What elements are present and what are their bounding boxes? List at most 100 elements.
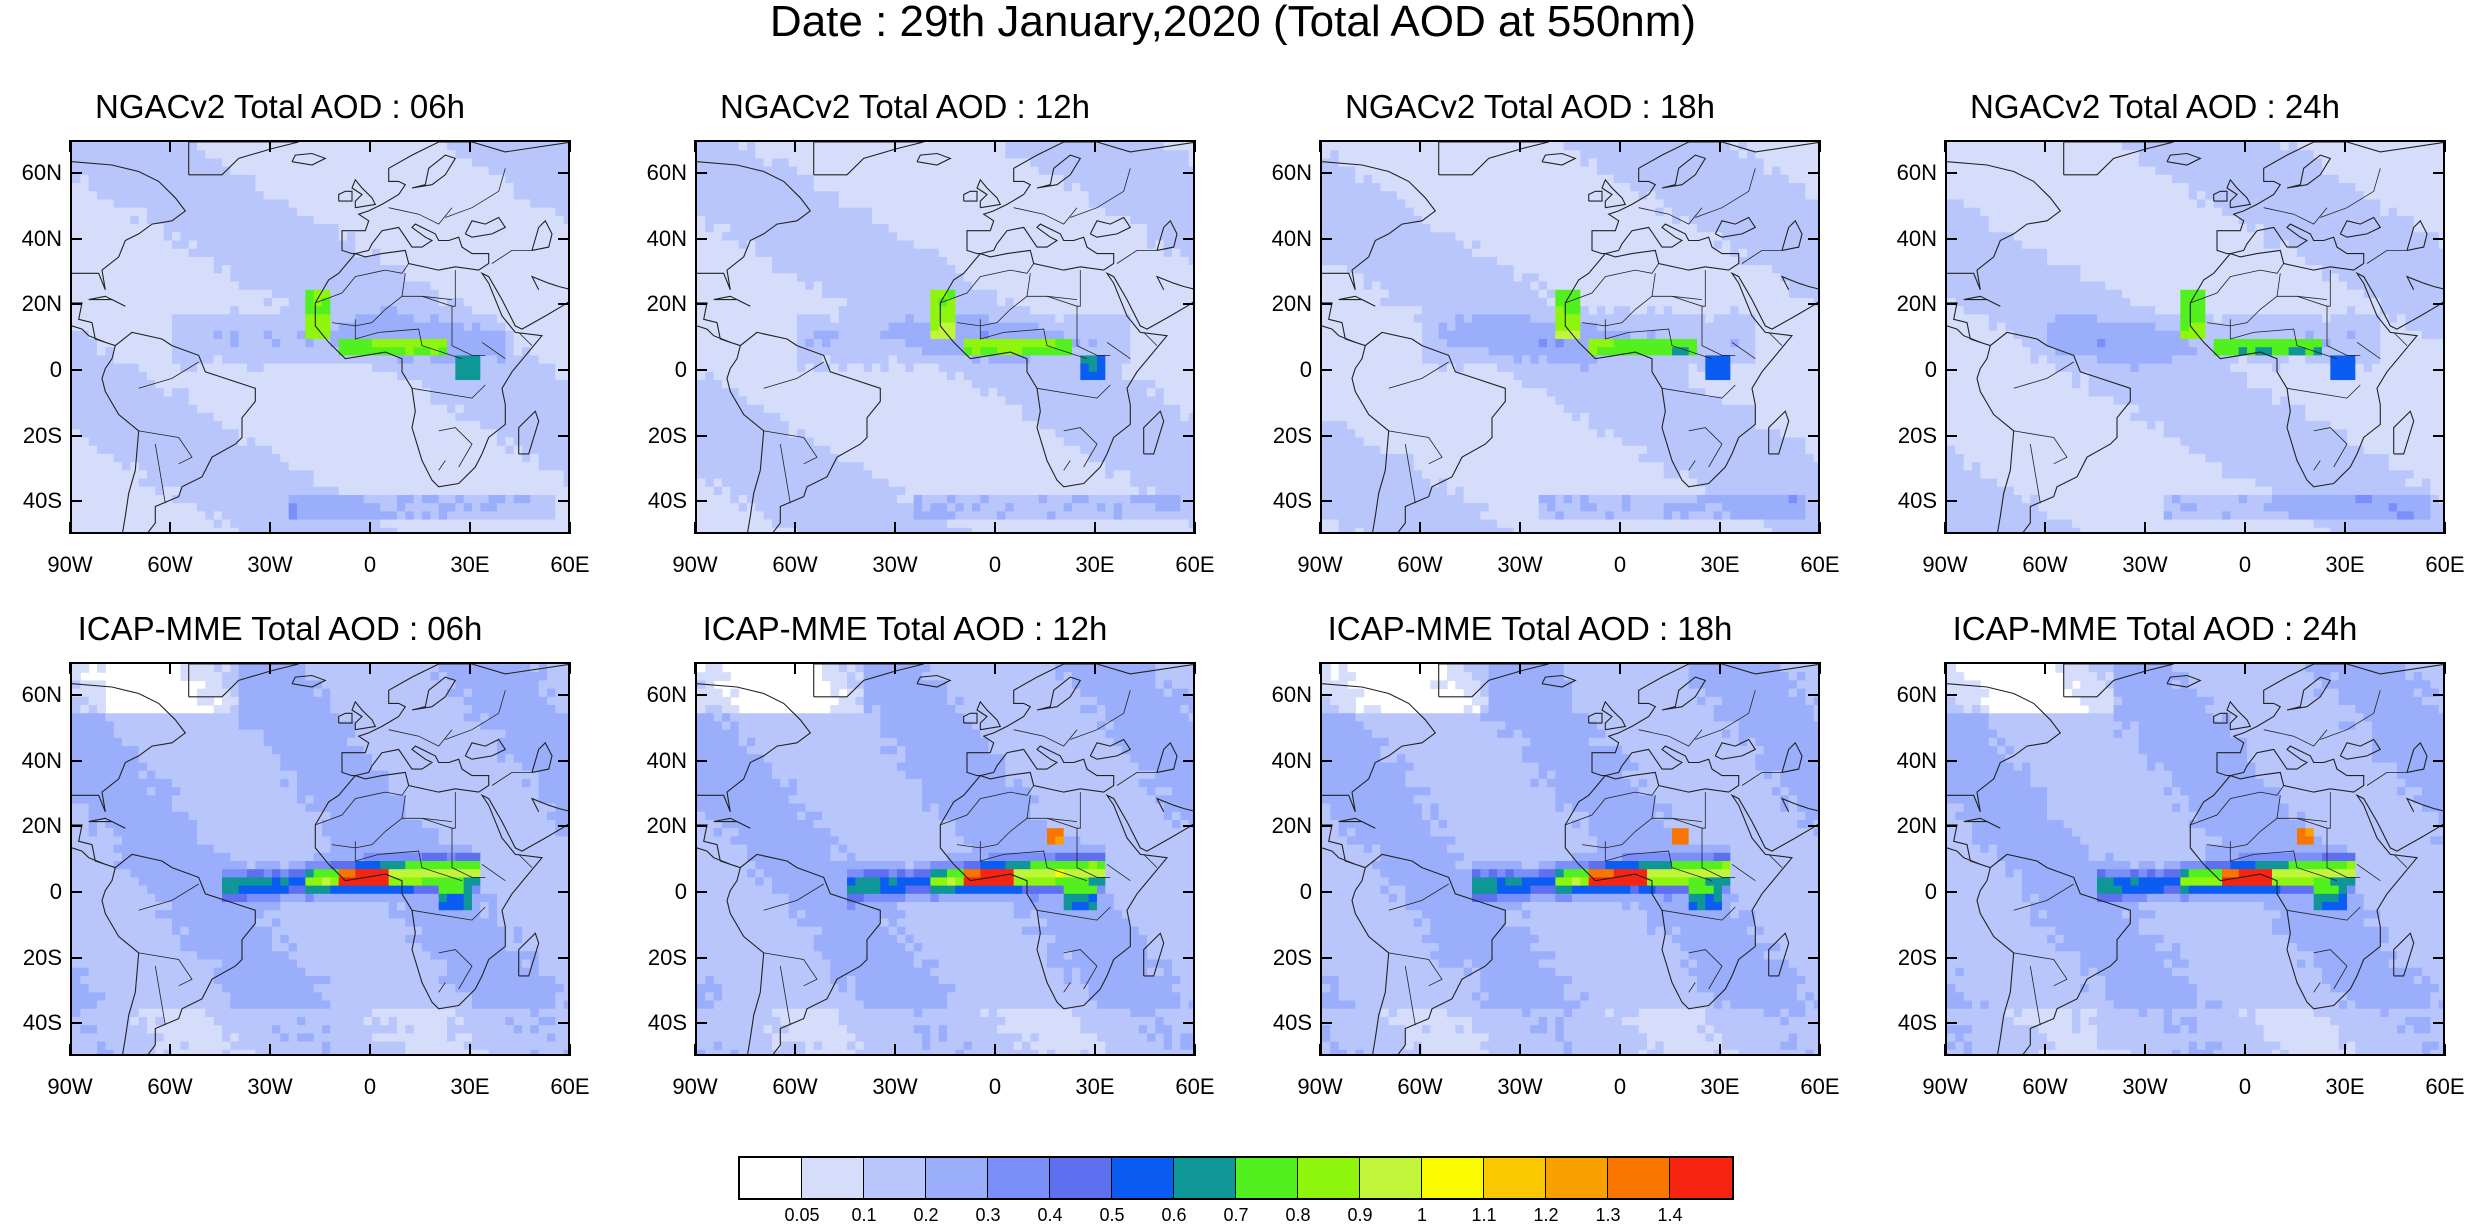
aod-grid-cell bbox=[839, 183, 848, 192]
aod-grid-cell bbox=[97, 438, 106, 447]
aod-grid-cell bbox=[514, 347, 523, 356]
aod-grid-cell bbox=[180, 290, 189, 299]
aod-grid-cell bbox=[389, 405, 398, 414]
aod-grid-cell bbox=[122, 273, 131, 282]
aod-grid-cell bbox=[289, 339, 298, 348]
aod-grid-cell bbox=[314, 405, 323, 414]
aod-grid-cell bbox=[155, 495, 164, 504]
aod-grid-cell bbox=[464, 462, 473, 471]
aod-grid-cell bbox=[739, 380, 748, 389]
aod-grid-cell bbox=[1164, 265, 1173, 274]
aod-grid-cell bbox=[780, 150, 789, 159]
aod-grid-cell bbox=[472, 372, 481, 381]
aod-grid-cell bbox=[280, 413, 289, 422]
aod-grid-cell bbox=[480, 331, 489, 340]
aod-grid-cell bbox=[239, 257, 248, 266]
aod-grid-cell bbox=[1064, 232, 1073, 241]
aod-grid-cell bbox=[89, 495, 98, 504]
aod-grid-cell bbox=[972, 298, 981, 307]
aod-grid-cell bbox=[1030, 199, 1039, 208]
aod-grid-cell bbox=[405, 479, 414, 488]
aod-grid-cell bbox=[1080, 175, 1089, 184]
aod-grid-cell bbox=[464, 273, 473, 282]
aod-grid-cell bbox=[447, 191, 456, 200]
aod-grid-cell bbox=[1014, 413, 1023, 422]
aod-grid-cell bbox=[164, 388, 173, 397]
aod-grid-cell bbox=[905, 331, 914, 340]
aod-grid-cell bbox=[747, 396, 756, 405]
aod-grid-cell bbox=[205, 347, 214, 356]
aod-grid-cell bbox=[1022, 216, 1031, 225]
aod-grid-cell bbox=[214, 314, 223, 323]
aod-grid-cell bbox=[355, 487, 364, 496]
aod-grid-cell bbox=[1130, 208, 1139, 217]
aod-grid-cell bbox=[197, 462, 206, 471]
aod-grid-cell bbox=[522, 520, 531, 529]
aod-grid-cell bbox=[180, 421, 189, 430]
aod-grid-cell bbox=[905, 323, 914, 332]
aod-grid-cell bbox=[964, 208, 973, 217]
aod-grid-cell bbox=[255, 454, 264, 463]
aod-grid-cell bbox=[955, 314, 964, 323]
aod-grid-cell bbox=[1072, 216, 1081, 225]
aod-grid-cell bbox=[1139, 224, 1148, 233]
aod-grid-cell bbox=[522, 396, 531, 405]
aod-grid-cell bbox=[389, 142, 398, 151]
aod-grid-cell bbox=[405, 528, 414, 534]
aod-grid-cell bbox=[789, 364, 798, 373]
aod-grid-cell bbox=[964, 249, 973, 258]
aod-grid-cell bbox=[172, 241, 181, 250]
aod-grid-cell bbox=[1180, 405, 1189, 414]
aod-grid-cell bbox=[430, 470, 439, 479]
aod-grid-cell bbox=[297, 347, 306, 356]
aod-grid-cell bbox=[1005, 388, 1014, 397]
aod-grid-cell bbox=[514, 413, 523, 422]
aod-grid-cell bbox=[422, 364, 431, 373]
aod-grid-cell bbox=[322, 511, 331, 520]
aod-grid-cell bbox=[147, 224, 156, 233]
aod-grid-cell bbox=[214, 438, 223, 447]
aod-grid-cell bbox=[172, 511, 181, 520]
aod-grid-cell bbox=[80, 257, 89, 266]
aod-grid-cell bbox=[214, 462, 223, 471]
aod-grid-cell bbox=[455, 511, 464, 520]
aod-grid-cell bbox=[897, 347, 906, 356]
aod-grid-cell bbox=[780, 142, 789, 151]
aod-grid-cell bbox=[772, 372, 781, 381]
aod-grid-cell bbox=[905, 241, 914, 250]
aod-grid-cell bbox=[789, 355, 798, 364]
aod-grid-cell bbox=[955, 167, 964, 176]
aod-grid-cell bbox=[505, 454, 514, 463]
aod-grid-cell bbox=[114, 232, 123, 241]
aod-grid-cell bbox=[397, 479, 406, 488]
aod-grid-cell bbox=[1005, 208, 1014, 217]
aod-grid-cell bbox=[1022, 314, 1031, 323]
aod-grid-cell bbox=[272, 257, 281, 266]
aod-grid-cell bbox=[105, 306, 114, 315]
aod-grid-cell bbox=[480, 150, 489, 159]
aod-grid-cell bbox=[855, 405, 864, 414]
aod-grid-cell bbox=[497, 273, 506, 282]
aod-grid-cell bbox=[455, 364, 464, 373]
aod-grid-cell bbox=[222, 323, 231, 332]
aod-grid-cell bbox=[839, 175, 848, 184]
aod-grid-cell bbox=[522, 183, 531, 192]
aod-grid-cell bbox=[1014, 257, 1023, 266]
aod-grid-cell bbox=[889, 380, 898, 389]
aod-grid-cell bbox=[180, 265, 189, 274]
aod-grid-cell bbox=[822, 183, 831, 192]
aod-grid-cell bbox=[247, 372, 256, 381]
aod-grid-cell bbox=[189, 199, 198, 208]
aod-grid-cell bbox=[922, 290, 931, 299]
aod-grid-cell bbox=[522, 199, 531, 208]
aod-grid-cell bbox=[155, 265, 164, 274]
aod-grid-cell bbox=[930, 142, 939, 151]
aod-grid-cell bbox=[414, 503, 423, 512]
aod-grid-cell bbox=[555, 249, 564, 258]
aod-grid-cell bbox=[339, 446, 348, 455]
aod-grid-cell bbox=[747, 175, 756, 184]
aod-grid-cell bbox=[222, 388, 231, 397]
aod-grid-cell bbox=[255, 142, 264, 151]
aod-grid-cell bbox=[855, 241, 864, 250]
aod-grid-cell bbox=[830, 364, 839, 373]
